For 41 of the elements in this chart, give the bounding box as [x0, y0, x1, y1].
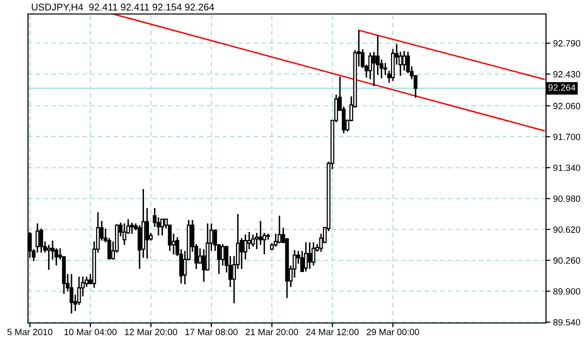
candlestick — [274, 233, 278, 248]
x-tick-label: 5 Mar 2010 — [7, 328, 52, 336]
candlestick — [278, 215, 282, 244]
candlestick — [383, 62, 388, 76]
candlestick — [312, 242, 316, 266]
candlestick — [36, 222, 40, 254]
x-tick-label: 12 Mar 20:00 — [124, 328, 178, 336]
y-tick-label: 90.980 — [553, 196, 580, 202]
y-tick-label: 92.790 — [553, 40, 580, 47]
candlestick — [402, 50, 406, 72]
x-tick-label: 24 Mar 12:00 — [306, 328, 359, 336]
ref-line-label: 92.264 — [548, 84, 576, 91]
x-tick-label: 10 Mar 04:00 — [64, 328, 117, 336]
candlestick — [244, 234, 248, 260]
y-tick-label: 91.700 — [553, 134, 580, 140]
candlestick — [251, 234, 255, 248]
y-tick-label: 90.620 — [553, 226, 580, 233]
candlestick — [46, 244, 51, 270]
x-tick-label: 21 Mar 20:00 — [246, 328, 298, 336]
candlestick — [39, 228, 44, 254]
y-tick-label: 89.900 — [553, 288, 580, 295]
candlestick — [304, 242, 308, 272]
candlestick — [130, 222, 134, 234]
y-tick-label: 92.060 — [553, 102, 580, 110]
candlestick — [122, 222, 126, 246]
candlestick — [220, 243, 225, 266]
candlestick — [145, 207, 149, 260]
candlestick — [258, 220, 262, 246]
candlestick — [160, 218, 164, 236]
x-tick-label: 17 Mar 08:00 — [185, 328, 238, 336]
y-tick-label: 90.260 — [553, 257, 580, 264]
y-tick-label: 91.340 — [553, 164, 580, 171]
y-tick-label: 92.430 — [553, 71, 580, 78]
candlestick — [70, 273, 74, 314]
candlestick — [372, 51, 376, 87]
x-tick-label: 29 Mar 00:00 — [366, 328, 420, 336]
candlestick — [254, 232, 259, 250]
y-tick-label: 89.540 — [553, 319, 580, 326]
candlestick — [247, 231, 252, 250]
candlestick — [308, 242, 312, 270]
chart-title: USDJPY,H4 92.411 92.411 92.154 92.264 — [32, 4, 214, 12]
